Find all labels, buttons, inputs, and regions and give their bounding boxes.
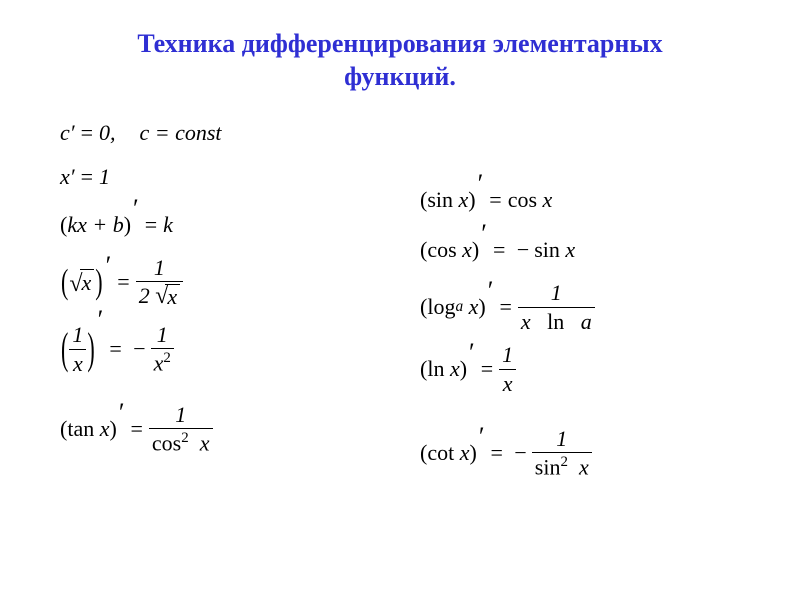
prime: ′ — [131, 194, 139, 224]
num: 1 — [553, 427, 570, 450]
formula-cot: ( cot x ) ′ = − 1 sin2 x — [420, 417, 740, 489]
eq-sign: = — [487, 237, 511, 263]
neg: − — [511, 237, 534, 263]
fn: tan — [67, 416, 94, 442]
rhs: 0, — [99, 120, 116, 146]
den-exp: 2 — [163, 350, 170, 366]
prime: ′ — [467, 338, 475, 368]
den-exp: 2 — [560, 454, 567, 470]
den-arg: x — [579, 455, 589, 480]
eq-sign: = — [111, 269, 135, 295]
rhs: 1 — [99, 164, 110, 190]
rhs-fn: sin — [534, 237, 560, 263]
rhs: k — [163, 212, 173, 238]
formula-c-const: c′ = 0, c = const — [60, 111, 420, 155]
formula-x-prime: x′ = 1 — [60, 155, 420, 199]
fn: sin — [427, 187, 453, 213]
prime: ′ — [96, 305, 104, 335]
prime: ′ — [486, 276, 494, 306]
formula-ln: ( ln x ) ′ = 1 x — [420, 339, 740, 399]
num: 1 — [548, 281, 565, 304]
title-line1: Техника дифференцирования элементарных — [137, 29, 662, 58]
num: 1 — [151, 256, 168, 279]
fn: cos — [427, 237, 456, 263]
prime: ′ — [479, 219, 487, 249]
prime: ′ — [477, 422, 485, 452]
rhs-frac: 1 x ln a — [518, 281, 595, 332]
rhs-frac: 1 x — [499, 343, 516, 394]
neg: − — [128, 336, 151, 362]
eq-sign: = — [485, 440, 509, 466]
eq-sign: = — [475, 356, 499, 382]
arg: x — [462, 237, 472, 263]
formula-cos: ( cos x ) ′ = − sin x — [420, 225, 740, 275]
lhs-frac: 1 x — [69, 323, 86, 374]
den-rad: x — [165, 284, 180, 308]
arg: x — [459, 187, 469, 213]
eq-sign: = — [139, 212, 163, 238]
eq-sign: = — [75, 164, 99, 190]
prime: ′ — [104, 251, 112, 281]
fn: ln — [427, 356, 444, 382]
inner: kx + b — [67, 212, 123, 238]
den-pre: 2 — [139, 283, 150, 308]
rhs-frac: 1 cos2 x — [149, 403, 213, 455]
den-base: x — [154, 351, 164, 376]
rhs-frac: 1 2 √x — [136, 256, 183, 308]
slide: Техника дифференцирования элементарных ф… — [0, 0, 800, 600]
den-ln: ln — [547, 309, 564, 334]
num: 1 — [499, 343, 516, 366]
den2: a — [581, 309, 592, 334]
num: 1 — [172, 403, 189, 426]
rhs-arg: x — [543, 187, 553, 213]
rhs-fn: cos — [508, 187, 537, 213]
formula-log: ( loga x ) ′ = 1 x ln a — [420, 275, 740, 339]
arg: x — [100, 416, 110, 442]
eq-sign: = — [75, 120, 99, 146]
radicand: x — [80, 269, 95, 296]
arg: x — [469, 294, 479, 320]
den1: x — [521, 309, 531, 334]
formula-columns: c′ = 0, c = const x′ = 1 ( kx + b ) ′ = … — [0, 111, 800, 489]
rhs-arg: x — [565, 237, 575, 263]
formula-recip: ( 1 x ) ′ = − 1 x2 — [60, 313, 420, 385]
formula-tan: ( tan x ) ′ = 1 cos2 x — [60, 393, 420, 465]
formula-sin: ( sin x ) ′ = cos x — [420, 175, 740, 225]
arg: x — [460, 440, 470, 466]
formula-sqrt: ( √ x ) ′ = 1 2 √x — [60, 251, 420, 313]
eq-sign: = — [103, 336, 127, 362]
eq-sign: = — [125, 416, 149, 442]
rhs-frac: 1 sin2 x — [532, 427, 592, 479]
den-fn: sin — [535, 455, 561, 480]
den-in: x — [70, 352, 86, 375]
left-column: c′ = 0, c = const x′ = 1 ( kx + b ) ′ = … — [60, 111, 420, 489]
neg: − — [509, 440, 532, 466]
arg: x — [450, 356, 460, 382]
den-exp: 2 — [181, 430, 188, 446]
formula-linear: ( kx + b ) ′ = k — [60, 199, 420, 251]
rhs-frac: 1 x2 — [151, 323, 174, 375]
slide-title: Техника дифференцирования элементарных ф… — [50, 28, 750, 93]
lhs: c′ — [60, 120, 75, 146]
den: x — [500, 372, 516, 395]
num-in: 1 — [69, 323, 86, 346]
right-column: ( sin x ) ′ = cos x ( cos x ) ′ = − — [420, 111, 740, 489]
sqrt-lhs: √ x — [69, 269, 94, 296]
eq-sign: = — [493, 294, 517, 320]
title-line2: функций. — [344, 62, 456, 91]
prime: ′ — [476, 169, 484, 199]
rhs2: c = const — [140, 120, 222, 146]
log-base: a — [455, 298, 463, 316]
den-arg: x — [200, 431, 210, 456]
eq-sign: = — [483, 187, 507, 213]
prime: ′ — [117, 398, 125, 428]
fn: log — [427, 294, 455, 320]
num: 1 — [154, 323, 171, 346]
den-fn: cos — [152, 431, 181, 456]
fn: cot — [427, 440, 454, 466]
lhs: x′ — [60, 164, 75, 190]
